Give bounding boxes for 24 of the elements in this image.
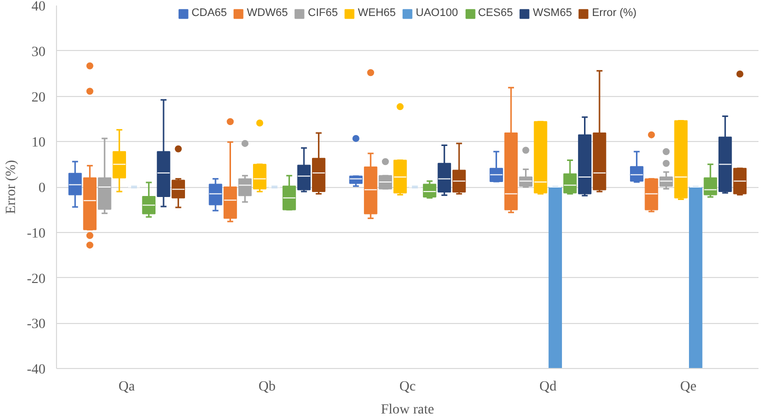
y-tick-label: 10 [32, 136, 46, 151]
y-tick-label: 30 [32, 44, 46, 60]
y-tick-label: -10 [26, 226, 46, 242]
x-tick-label: Qb [258, 380, 276, 394]
y-tick-label: -30 [26, 317, 46, 332]
legend-label: WDW65 [246, 7, 288, 19]
y-tick-label: -40 [26, 362, 46, 378]
legend-label: CES65 [478, 7, 513, 19]
x-tick-label: Qa [118, 380, 136, 394]
y-axis-title: Error (%) [4, 160, 19, 214]
y-tick-label: 40 [32, 0, 46, 14]
x-tick-label: Qe [680, 380, 696, 394]
x-tick-label: Qd [539, 380, 556, 394]
legend-label: CDA65 [191, 7, 227, 19]
legend-label: CIF65 [308, 7, 338, 19]
legend-label: WEH65 [358, 7, 396, 19]
legend-label: Error (%) [592, 7, 637, 19]
y-tick-label: 0 [38, 181, 46, 196]
legend-label: UAO100 [416, 7, 458, 19]
legend-label: WSM65 [532, 7, 572, 19]
y-tick-label: 20 [32, 90, 46, 106]
x-tick-label: Qc [399, 380, 416, 394]
y-tick-label: -20 [26, 272, 46, 287]
x-axis-title: Flow rate [380, 402, 434, 418]
